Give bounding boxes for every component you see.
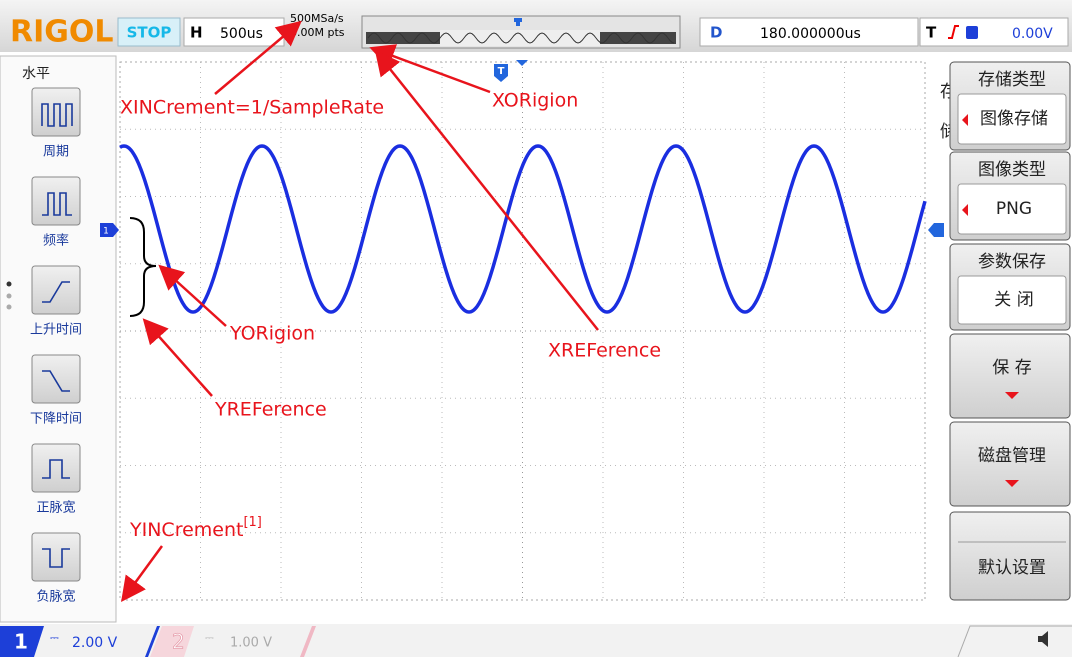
menu-item-label: 上升时间 <box>30 323 82 338</box>
menu-button-title: 默认设置 <box>978 558 1046 578</box>
menu-button-value: 图像存储 <box>980 109 1048 129</box>
annotation: XINCrement=1/SampleRate <box>120 97 384 119</box>
menu-icon-box[interactable] <box>32 88 80 136</box>
delay[interactable]: 180.000000us <box>760 26 861 42</box>
annotation: YORigion <box>229 323 315 345</box>
menu-icon-box[interactable] <box>32 444 80 492</box>
scope-screen: RIGOL STOP H 500us 500MSa/s 6.00M pts D … <box>0 0 1072 657</box>
timebase-label: H <box>190 24 203 42</box>
trigger-level-marker <box>928 223 944 237</box>
coupling: ⎓ <box>205 631 214 644</box>
trigger-label: T <box>926 24 937 42</box>
annotation: XORigion <box>492 90 578 112</box>
menu-item-label: 频率 <box>43 233 69 249</box>
annotation-superscript: [1] <box>243 515 261 530</box>
ch1-number: 1 <box>14 630 28 654</box>
annotation: YREFerence <box>214 399 327 421</box>
menu-button-value: PNG <box>996 199 1032 219</box>
menu-button[interactable] <box>950 512 1070 600</box>
annotation: YINCrement[1] <box>129 515 262 541</box>
menu-icon-box[interactable] <box>32 266 80 314</box>
left-menu-title: 水平 <box>22 66 50 82</box>
menu-item-label: 负脉宽 <box>36 589 75 605</box>
page-dot <box>7 294 12 299</box>
sample-rate: 500MSa/s <box>290 12 344 25</box>
page-dot <box>7 305 12 310</box>
menu-button-title: 存储类型 <box>978 70 1046 90</box>
timebase[interactable]: 500us <box>220 26 263 42</box>
ch1-scale[interactable]: 2.00 V <box>72 635 118 651</box>
run-status[interactable]: STOP <box>127 24 172 42</box>
annotation: XREFerence <box>548 340 661 362</box>
ch2-number: 2 <box>172 630 185 654</box>
trigger-level[interactable]: 0.00V <box>1012 26 1053 42</box>
page-dot <box>7 282 12 287</box>
delay-label: D <box>710 24 722 42</box>
trigger-source <box>966 26 978 39</box>
logo: RIGOL <box>10 15 114 50</box>
channel-marker-label: 1 <box>103 227 109 237</box>
menu-icon-box[interactable] <box>32 533 80 581</box>
menu-item-label: 下降时间 <box>30 412 82 427</box>
menu-icon-box[interactable] <box>32 177 80 225</box>
menu-button-title: 参数保存 <box>978 252 1046 272</box>
menu-button-title: 磁盘管理 <box>978 446 1046 466</box>
memory-depth: 6.00M pts <box>290 26 345 39</box>
menu-item-label: 正脉宽 <box>36 500 75 516</box>
trigger-marker-label: T <box>498 66 505 77</box>
menu-icon-box[interactable] <box>32 355 80 403</box>
menu-button-title: 保 存 <box>992 358 1031 378</box>
menu-item-label: 周期 <box>43 145 69 160</box>
menu-button-title: 图像类型 <box>978 160 1046 180</box>
menu-button-value: 关 闭 <box>994 290 1033 310</box>
annotation-text: YINCrement <box>129 519 243 541</box>
coupling: ⎓ <box>50 631 59 644</box>
ch2-scale[interactable]: 1.00 V <box>230 636 272 651</box>
